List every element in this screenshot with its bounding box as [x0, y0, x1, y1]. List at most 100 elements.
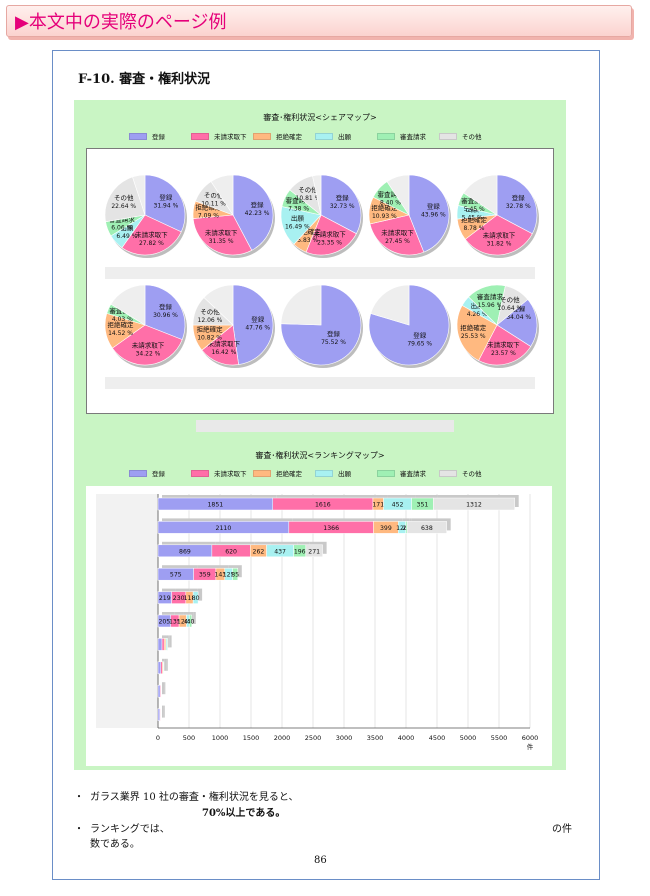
pie-slice [280, 284, 362, 366]
legend-label: その他 [462, 470, 482, 478]
bar-segment [232, 567, 239, 581]
bar-shadow [164, 682, 166, 695]
pie-slice-category: 未請求取下 [487, 340, 520, 349]
x-tick-label: 3500 [367, 734, 384, 742]
bar-shadow [170, 635, 172, 648]
pie-slice-category: 拒絶確定 [461, 215, 488, 224]
legend-swatch [439, 469, 457, 477]
pie-slice-value: 10.82 % [197, 334, 222, 341]
pie-slice [132, 174, 146, 216]
legend-item: その他 [439, 468, 501, 478]
pie-slice-category: 審査請求 [377, 190, 404, 199]
pie-slice-value: 5.45 % [464, 206, 485, 213]
pie-slice-value: 75.52 % [321, 339, 346, 346]
legend-item: 拒絶確定 [253, 131, 315, 141]
bar-value-label: 359 [199, 572, 211, 579]
legend-label: 審査請求 [400, 133, 426, 141]
pie-slice-value: 6.49 % [116, 233, 137, 240]
page-number: 86 [314, 855, 327, 866]
bar-value-label: 399 [380, 525, 392, 532]
pie-slice-value: 10.81 % [296, 195, 321, 202]
pie-slice-category: 拒絶確定 [197, 324, 224, 333]
pie-slice-category: 未請求取下 [208, 339, 241, 348]
section-title: F-10. 審査・権利状況 [78, 72, 211, 87]
pie-slice [464, 214, 533, 256]
bar-segment [305, 544, 323, 558]
pie-slice-category: 出願 [120, 223, 134, 232]
bar-shadow [236, 565, 242, 578]
pie-slice [192, 214, 253, 256]
legend-item: 出願 [315, 131, 377, 141]
pie-slice-category: 登録 [413, 330, 427, 339]
bar-value-label: 869 [179, 548, 191, 555]
bar-shadow [167, 658, 168, 671]
ranking-map-chart: 0 500 1000 1500 2000 2500 3000 3500 4000 4500 5000… [86, 486, 552, 766]
x-tick-label: 2500 [305, 734, 322, 742]
x-tick-label: 2000 [274, 734, 291, 742]
pie-slice-category: その他 [114, 193, 134, 202]
pie-slice [305, 214, 357, 256]
pie-slice-value: 34.04 % [506, 314, 531, 321]
bar-value-label: 40 [187, 619, 195, 626]
x-tick-label: 3000 [336, 734, 353, 742]
bullet-mark-2: ・ [74, 824, 84, 835]
legend-swatch [315, 132, 333, 140]
x-tick-label: 5500 [491, 734, 508, 742]
pie-slice-value: 31.94 % [154, 203, 179, 210]
pie-slice-value: 32.73 % [330, 203, 355, 210]
bar-value-label: 638 [421, 525, 433, 532]
bar-value-label: 1851 [208, 502, 224, 509]
pie-slice [369, 214, 425, 256]
pie-slice-value: 10.64 % [497, 305, 522, 312]
pie-row-shadow [105, 267, 535, 279]
pie-slice-category: 登録 [327, 329, 341, 338]
pie-slice [210, 174, 234, 217]
x-tick-label: 4000 [398, 734, 415, 742]
bar-value-label: 1616 [315, 502, 331, 509]
pie-slice [312, 174, 322, 216]
bar-value-label: 135 [169, 619, 181, 626]
bar-value-label: 1312 [466, 502, 482, 509]
pie-slice [496, 174, 538, 235]
pie-slice-category: 登録 [251, 200, 265, 209]
legend-label: 未請求取下 [214, 470, 247, 478]
bar-value-label: 575 [170, 572, 182, 579]
pie-slice-value: 25.53 % [461, 333, 486, 340]
pie-slice-value: 10.93 % [372, 213, 397, 220]
pie-slice-value: 23.35 % [317, 239, 342, 246]
pie-slice-value: 6.06 % [111, 225, 132, 232]
bar-value-label: 80 [192, 595, 200, 602]
legend-swatch [315, 469, 333, 477]
pie-slice [408, 174, 450, 253]
bullet-mark-1: ・ [74, 792, 84, 803]
bar-value-label: 351 [417, 502, 429, 509]
pie-slice-value: 43.96 % [421, 211, 446, 218]
legend-label: 登録 [152, 470, 165, 478]
bar-value-label: 125 [223, 572, 235, 579]
pie-slice [111, 324, 183, 366]
pie-slice-value: 31.35 % [209, 238, 234, 245]
pie-slice [280, 284, 322, 326]
legend-swatch [191, 469, 209, 477]
bar-shadow [166, 658, 168, 671]
pie-slice-value: 16.42 % [212, 349, 237, 356]
bar-shadow [162, 682, 165, 695]
legend-item: 登録 [129, 468, 191, 478]
bar-shadow [163, 705, 165, 718]
pie-slice-value: 32.78 % [506, 203, 531, 210]
pie-slice [144, 284, 186, 341]
pie-slice-category: 拒絶確定 [371, 203, 398, 212]
bar-segment [163, 661, 165, 675]
pie-slice-value: 10.11 % [201, 201, 226, 208]
bar-value-label: 120 [396, 525, 408, 532]
legend-swatch [439, 132, 457, 140]
pie-slice-value: 7.38 % [288, 205, 309, 212]
legend-swatch [129, 469, 147, 477]
